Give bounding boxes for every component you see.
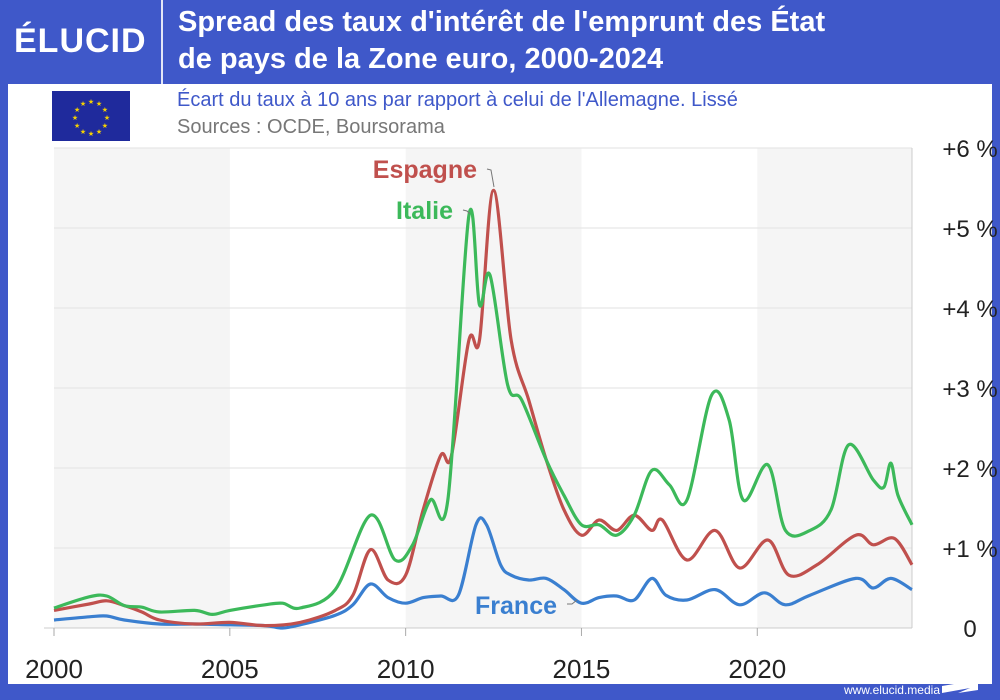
header: ÉLUCID Spread des taux d'intérêt de l'em… [0, 0, 1000, 84]
svg-text:★: ★ [74, 122, 80, 130]
svg-text:★: ★ [80, 100, 86, 108]
y-tick-label: 0 [963, 616, 976, 643]
svg-text:★: ★ [104, 114, 110, 122]
svg-text:★: ★ [96, 100, 102, 108]
series-line-espagne [53, 188, 914, 628]
y-tick-label: +1 % [942, 536, 997, 563]
y-tick-label: +5 % [942, 216, 997, 243]
y-tick-label: +6 % [942, 136, 997, 163]
title-line-2: de pays de la Zone euro, 2000-2024 [178, 43, 664, 75]
svg-text:★: ★ [88, 98, 94, 106]
title-line-1: Spread des taux d'intérêt de l'emprunt d… [178, 6, 826, 38]
eu-flag-icon: ★ ★ ★ ★ ★ ★ ★ ★ ★ ★ ★ ★ [52, 91, 130, 141]
elucid-logo: ÉLUCID [14, 22, 147, 60]
svg-text:★: ★ [74, 106, 80, 114]
svg-text:★: ★ [102, 106, 108, 114]
x-tick-label: 2005 [201, 654, 259, 684]
x-tick-label: 2010 [377, 654, 435, 684]
header-divider [161, 0, 163, 84]
y-tick-label: +3 % [942, 376, 997, 403]
series-label-france: France [475, 592, 557, 620]
elucid-mark-icon [942, 680, 978, 693]
svg-text:★: ★ [80, 128, 86, 136]
x-tick-label: 2020 [728, 654, 786, 684]
svg-text:★: ★ [72, 114, 78, 122]
series-label-italie: Italie [396, 197, 453, 225]
leader-line [567, 599, 578, 605]
series-label-espagne: Espagne [373, 156, 477, 184]
svg-text:★: ★ [96, 128, 102, 136]
y-tick-label: +2 % [942, 456, 997, 483]
chart-title: Spread des taux d'intérêt de l'emprunt d… [178, 4, 825, 78]
chart-sources: Sources : OCDE, Boursorama [177, 116, 445, 138]
y-tick-label: +4 % [942, 296, 997, 323]
svg-text:★: ★ [102, 122, 108, 130]
series-line-italie [53, 207, 914, 616]
x-tick-label: 2015 [553, 654, 611, 684]
chart-subtitle: Écart du taux à 10 ans par rapport à cel… [177, 89, 738, 111]
leader-line [462, 209, 471, 215]
leader-line [486, 168, 495, 188]
svg-text:★: ★ [88, 130, 94, 138]
x-tick-label: 2000 [25, 654, 83, 684]
website-link[interactable]: www.elucid.media [843, 683, 940, 697]
